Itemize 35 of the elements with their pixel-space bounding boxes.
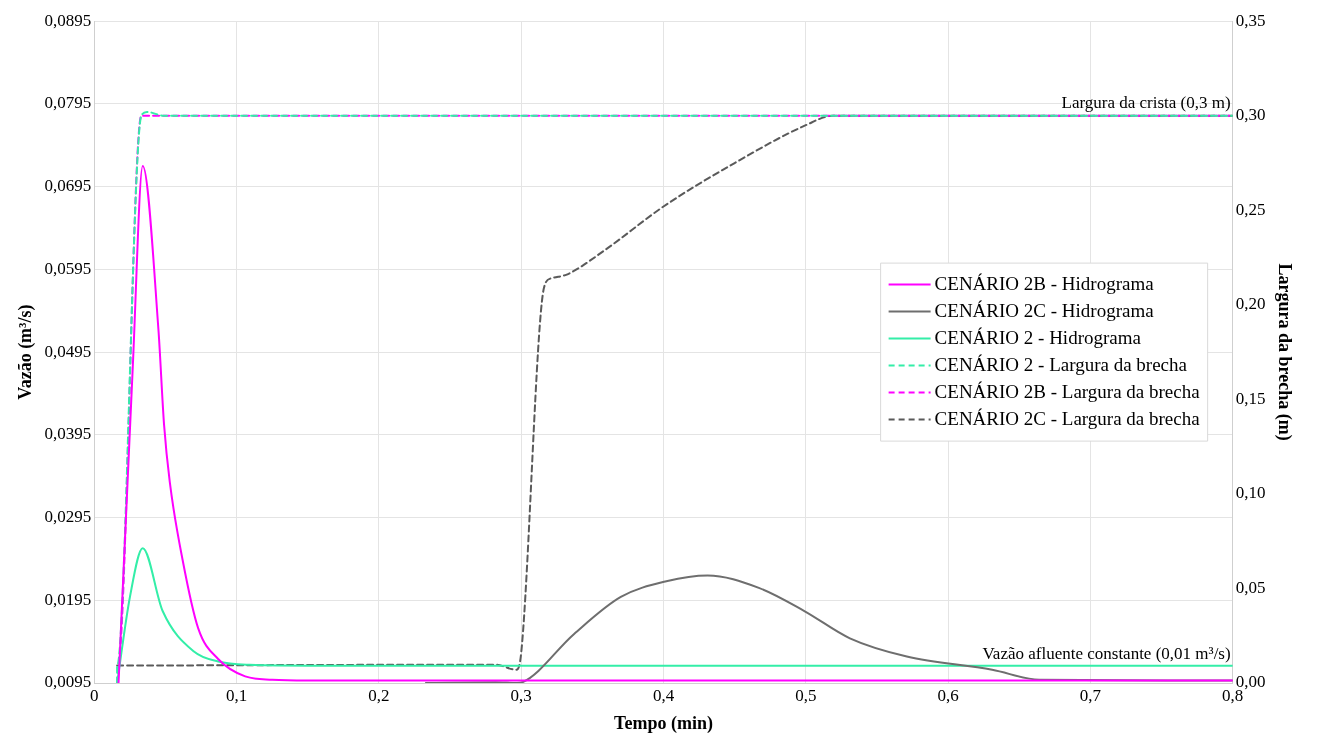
legend-label: CENÁRIO 2B - Hidrograma [934,272,1155,294]
x-tick-label: 0,7 [1079,685,1102,705]
y-tick-label: 0,0495 [44,341,92,361]
x-tick-label: 0,4 [652,685,675,705]
legend-label: CENÁRIO 2 - Hidrograma [934,326,1142,348]
y2-tick-label: 0,05 [1235,577,1266,597]
y-tick-label: 0,0195 [44,589,92,609]
y2-tick-label: 0,35 [1235,10,1266,30]
x-tick-label: 0,1 [226,685,248,705]
y2-axis-title: Largura da brecha (m) [1273,263,1295,441]
y2-tick-label: 0,10 [1235,483,1266,503]
x-tick-label: 0,5 [795,685,817,705]
y-axis-title: Vazão (m³/s) [15,304,37,400]
y2-tick-label: 0,20 [1235,294,1266,314]
y-tick-label: 0,0695 [44,176,92,196]
x-tick-label: 0,6 [937,685,959,705]
annotation: Largura da crista (0,3 m) [1061,93,1231,113]
y-tick-label: 0,0395 [44,424,92,444]
x-tick-label: 0,2 [368,685,390,705]
y2-tick-label: 0,15 [1235,388,1266,408]
legend-label: CENÁRIO 2C - Largura da brecha [934,407,1201,429]
x-tick-label: 0,3 [510,685,532,705]
y-tick-label: 0,0795 [44,93,92,113]
legend-label: CENÁRIO 2C - Hidrograma [934,299,1155,321]
annotation: Vazão afluente constante (0,01 m³/s) [982,643,1231,663]
y-tick-label: 0,0095 [44,672,92,692]
x-axis-title: Tempo (min) [614,712,713,734]
y-tick-label: 0,0295 [44,507,92,527]
y-tick-label: 0,0895 [44,10,92,30]
legend-label: CENÁRIO 2B - Largura da brecha [934,380,1201,402]
y2-tick-label: 0,30 [1235,105,1266,125]
legend-label: CENÁRIO 2 - Largura da brecha [934,353,1188,375]
x-tick-label: 0 [90,685,99,705]
y2-tick-label: 0,25 [1235,199,1266,219]
y-tick-label: 0,0595 [44,258,92,278]
